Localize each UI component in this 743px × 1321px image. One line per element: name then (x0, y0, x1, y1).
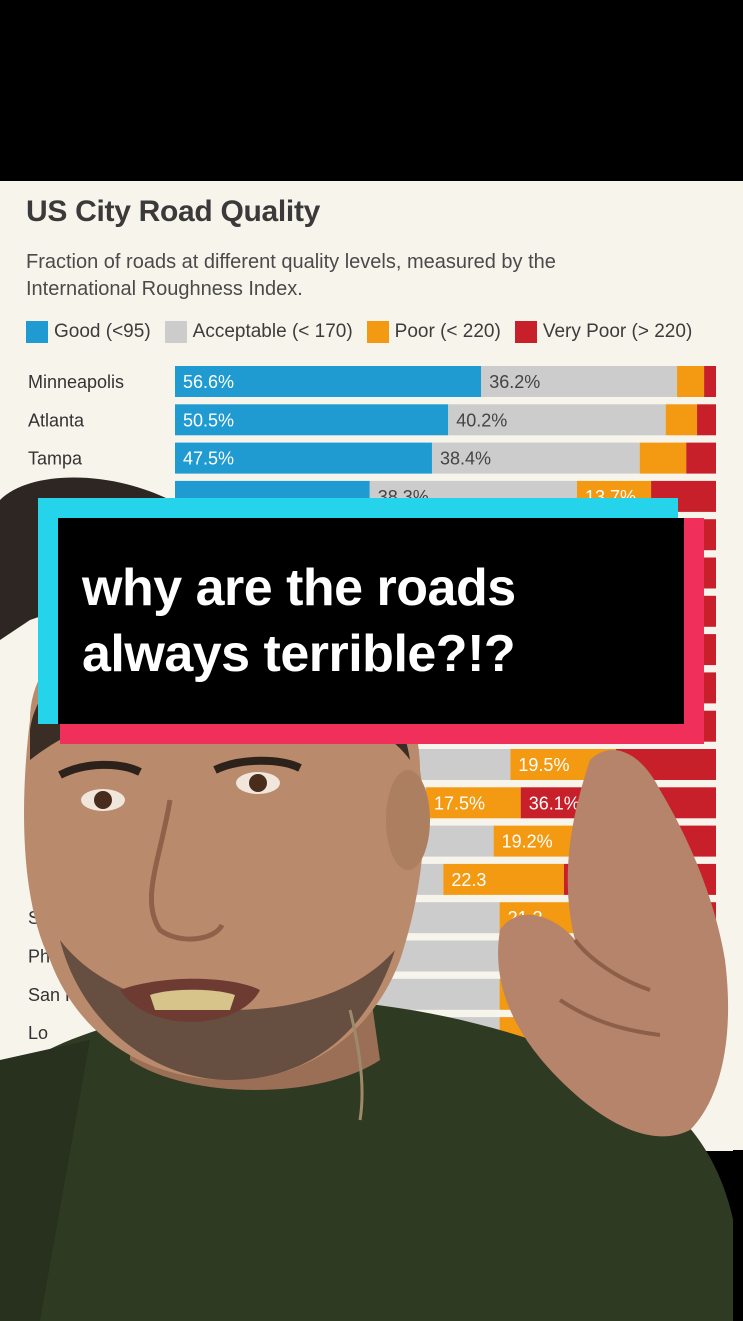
bar-value-label: 21.9% (606, 832, 657, 852)
bar-segment-good (175, 902, 338, 934)
bar-value-label: 36.2% (489, 372, 540, 392)
legend-label-very-poor: Very Poor (> 220) (542, 321, 693, 342)
bar-segment-very-poor (607, 1017, 716, 1049)
bar-segment-poor (665, 404, 698, 436)
bar-value-label: 21.3 (508, 908, 543, 928)
chart-title: US City Road Quality (26, 195, 321, 228)
bar-segment-poor (499, 978, 608, 1010)
bar-segment-very-poor (704, 366, 716, 397)
legend-item-very-poor: Very Poor (> 220) (514, 321, 693, 343)
bar-segment-good (175, 442, 432, 474)
caption-box: why are the roads always terrible?!? (58, 518, 684, 724)
bar-segment-acceptable (481, 366, 678, 397)
bar-segment-acceptable (337, 978, 500, 1010)
legend-item-good: Good (<95) (26, 321, 151, 343)
city-label: Atlanta (28, 410, 85, 430)
bar-segment-poor (499, 1017, 608, 1049)
bar-segment-very-poor (614, 902, 716, 934)
bar-segment-good (175, 978, 338, 1010)
bar-segment-good (175, 404, 449, 436)
chart-subtitle: Fraction of roads at different quality l… (26, 251, 556, 300)
bar-value-label: 28.1% (572, 870, 623, 890)
legend-label-acceptable: Acceptable (< 170) (192, 321, 353, 342)
bar-value-label: 56.6% (183, 372, 234, 392)
city-label: Sa (28, 908, 51, 928)
bar-segment-good (175, 863, 311, 895)
bar-segment-good (175, 787, 311, 819)
bar-value-label: 36.1% (529, 793, 580, 813)
bar-segment-poor (639, 442, 687, 474)
legend-label-poor: Poor (< 220) (394, 321, 501, 342)
bar-segment-very-poor (615, 749, 716, 780)
city-label: San F (28, 985, 76, 1005)
caption-line-1: why are the roads (82, 559, 516, 617)
caption-overlay: why are the roads always terrible?!? (38, 498, 704, 744)
bar-segment-acceptable (337, 1017, 500, 1049)
bar-value-label: 19.5% (518, 755, 569, 775)
bar-segment-acceptable (337, 749, 511, 780)
bar-segment-acceptable (431, 442, 640, 474)
city-label: Minneapolis (28, 372, 124, 392)
top-black-band (0, 0, 743, 181)
bar-segment-very-poor (697, 404, 716, 436)
bar-segment-good (175, 940, 338, 972)
bar-segment-good (175, 366, 482, 397)
right-edge-strip (733, 1150, 743, 1321)
bar-segment-good (175, 825, 338, 857)
bar-value-label: 47.5% (183, 449, 234, 469)
city-label: Tampa (28, 449, 83, 469)
legend-swatch-good (26, 321, 48, 343)
legend-item-poor: Poor (< 220) (366, 321, 501, 343)
caption-line-2: always terrible?!? (82, 625, 516, 683)
bar-value-label: 40.2% (456, 410, 507, 430)
bar-segment-very-poor (618, 940, 716, 972)
city-label: Lo (28, 1023, 48, 1043)
bar-segment-good (175, 1017, 338, 1049)
bar-segment-acceptable (448, 404, 666, 436)
bar-segment-acceptable (337, 825, 494, 857)
bar-segment-very-poor (686, 442, 716, 474)
city-label: Phila (28, 947, 69, 967)
city-label: D (28, 870, 41, 890)
bar-segment-acceptable (310, 787, 427, 819)
legend-swatch-acceptable (164, 321, 187, 343)
legend-swatch-poor (366, 321, 389, 343)
legend-item-acceptable: Acceptable (< 170) (164, 321, 353, 343)
bar-segment-very-poor (607, 978, 716, 1010)
bar-segment-acceptable (337, 902, 500, 934)
bar-value-label: 19.2% (502, 832, 553, 852)
bar-value-label: 17.5% (434, 793, 485, 813)
bar-segment-good (175, 749, 338, 780)
bar-value-label: 22.3 (451, 870, 486, 890)
bar-segment-acceptable (310, 863, 444, 895)
bar-segment-acceptable (337, 940, 500, 972)
legend-label-good: Good (<95) (54, 321, 151, 342)
legend-swatch-very-poor (514, 321, 537, 343)
caption-text: why are the roads always terrible?!? (82, 555, 516, 687)
bar-segment-poor (677, 366, 705, 397)
chart-legend: Good (<95) Acceptable (< 170) Poor (< 22… (26, 321, 692, 343)
bar-value-label: 38.4% (440, 449, 491, 469)
bar-value-label: 22.0 (508, 947, 543, 967)
bar-value-label: 50.5% (183, 410, 234, 430)
city-label: S (28, 832, 40, 852)
